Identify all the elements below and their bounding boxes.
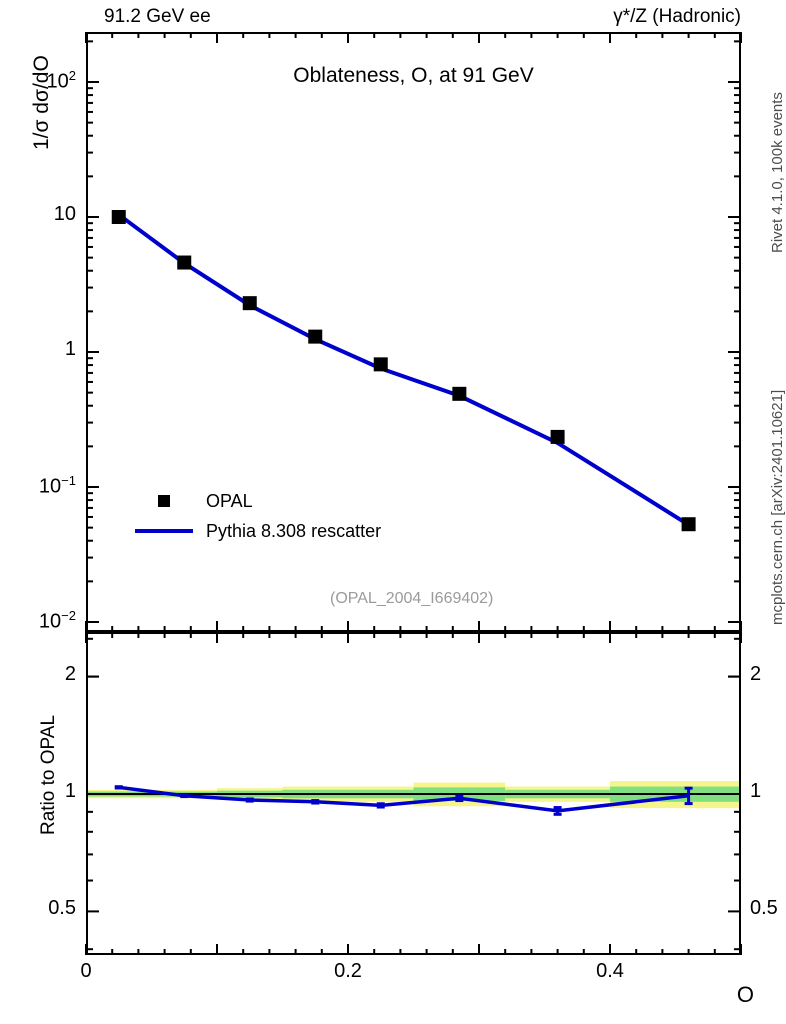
ratio-y-tick-label-left: 1 — [64, 780, 76, 802]
tick-exponent: −2 — [61, 608, 76, 623]
tick-exponent: 2 — [68, 68, 76, 83]
swatch — [135, 529, 193, 533]
data-marker — [550, 429, 565, 444]
mc-curve-main — [117, 213, 690, 527]
ratio-y-tick-label-left: 0.5 — [48, 897, 76, 920]
tick-mantissa: 10 — [46, 70, 69, 93]
legend-line-swatch — [128, 529, 200, 533]
tick-mantissa: 1 — [64, 338, 76, 360]
swatch — [158, 495, 170, 507]
data-marker — [308, 329, 323, 344]
legend-label: OPAL — [206, 490, 253, 511]
x-tick-label: 0.4 — [596, 960, 624, 982]
main-y-tick-label: 10−2 — [0, 608, 76, 634]
data-marker — [111, 210, 126, 224]
legend-entry[interactable]: OPAL — [128, 486, 381, 516]
data-marker — [681, 517, 696, 532]
ratio-y-axis-title: Ratio to OPAL — [38, 714, 59, 835]
legend-entry[interactable]: Pythia 8.308 rescatter — [128, 516, 381, 546]
tick-mantissa: 10 — [53, 203, 76, 225]
header-beam-energy: 91.2 GeV ee — [104, 6, 211, 27]
main-y-tick-label: 1 — [0, 338, 76, 361]
data-marker — [373, 357, 388, 372]
tick-mantissa: 10 — [38, 610, 62, 633]
x-tick-label: 0.2 — [334, 960, 362, 982]
data-marker — [242, 296, 257, 311]
ratio-y-tick-label-left: 2 — [64, 662, 76, 685]
x-tick-label: 0 — [80, 960, 92, 982]
legend-square-swatch — [128, 495, 200, 507]
data-marker — [452, 386, 467, 401]
legend: OPAL Pythia 8.308 rescatter — [128, 486, 381, 546]
tick-exponent: −1 — [61, 473, 76, 488]
analysis-id-watermark: (OPAL_2004_I669402) — [330, 590, 494, 607]
tick-mantissa: 10 — [38, 475, 62, 498]
ratio-plot-frame — [86, 632, 741, 955]
ratio-y-tick-label-right: 2 — [750, 662, 762, 685]
x-axis-title: O — [736, 982, 754, 1007]
ratio-y-tick-label-right: 1 — [750, 780, 762, 802]
data-marker — [177, 255, 192, 270]
main-y-tick-label: 10−1 — [0, 473, 76, 499]
header-process: γ*/Z (Hadronic) — [613, 6, 741, 27]
main-y-tick-label: 10 — [0, 203, 76, 226]
main-y-tick-label: 102 — [0, 68, 76, 94]
main-plot-frame — [86, 32, 741, 632]
plot-title: Oblateness, O, at 91 GeV — [293, 64, 534, 87]
ratio-curve — [118, 785, 689, 813]
ratio-y-tick-label-right: 0.5 — [750, 897, 778, 920]
legend-label: Pythia 8.308 rescatter — [206, 520, 382, 541]
